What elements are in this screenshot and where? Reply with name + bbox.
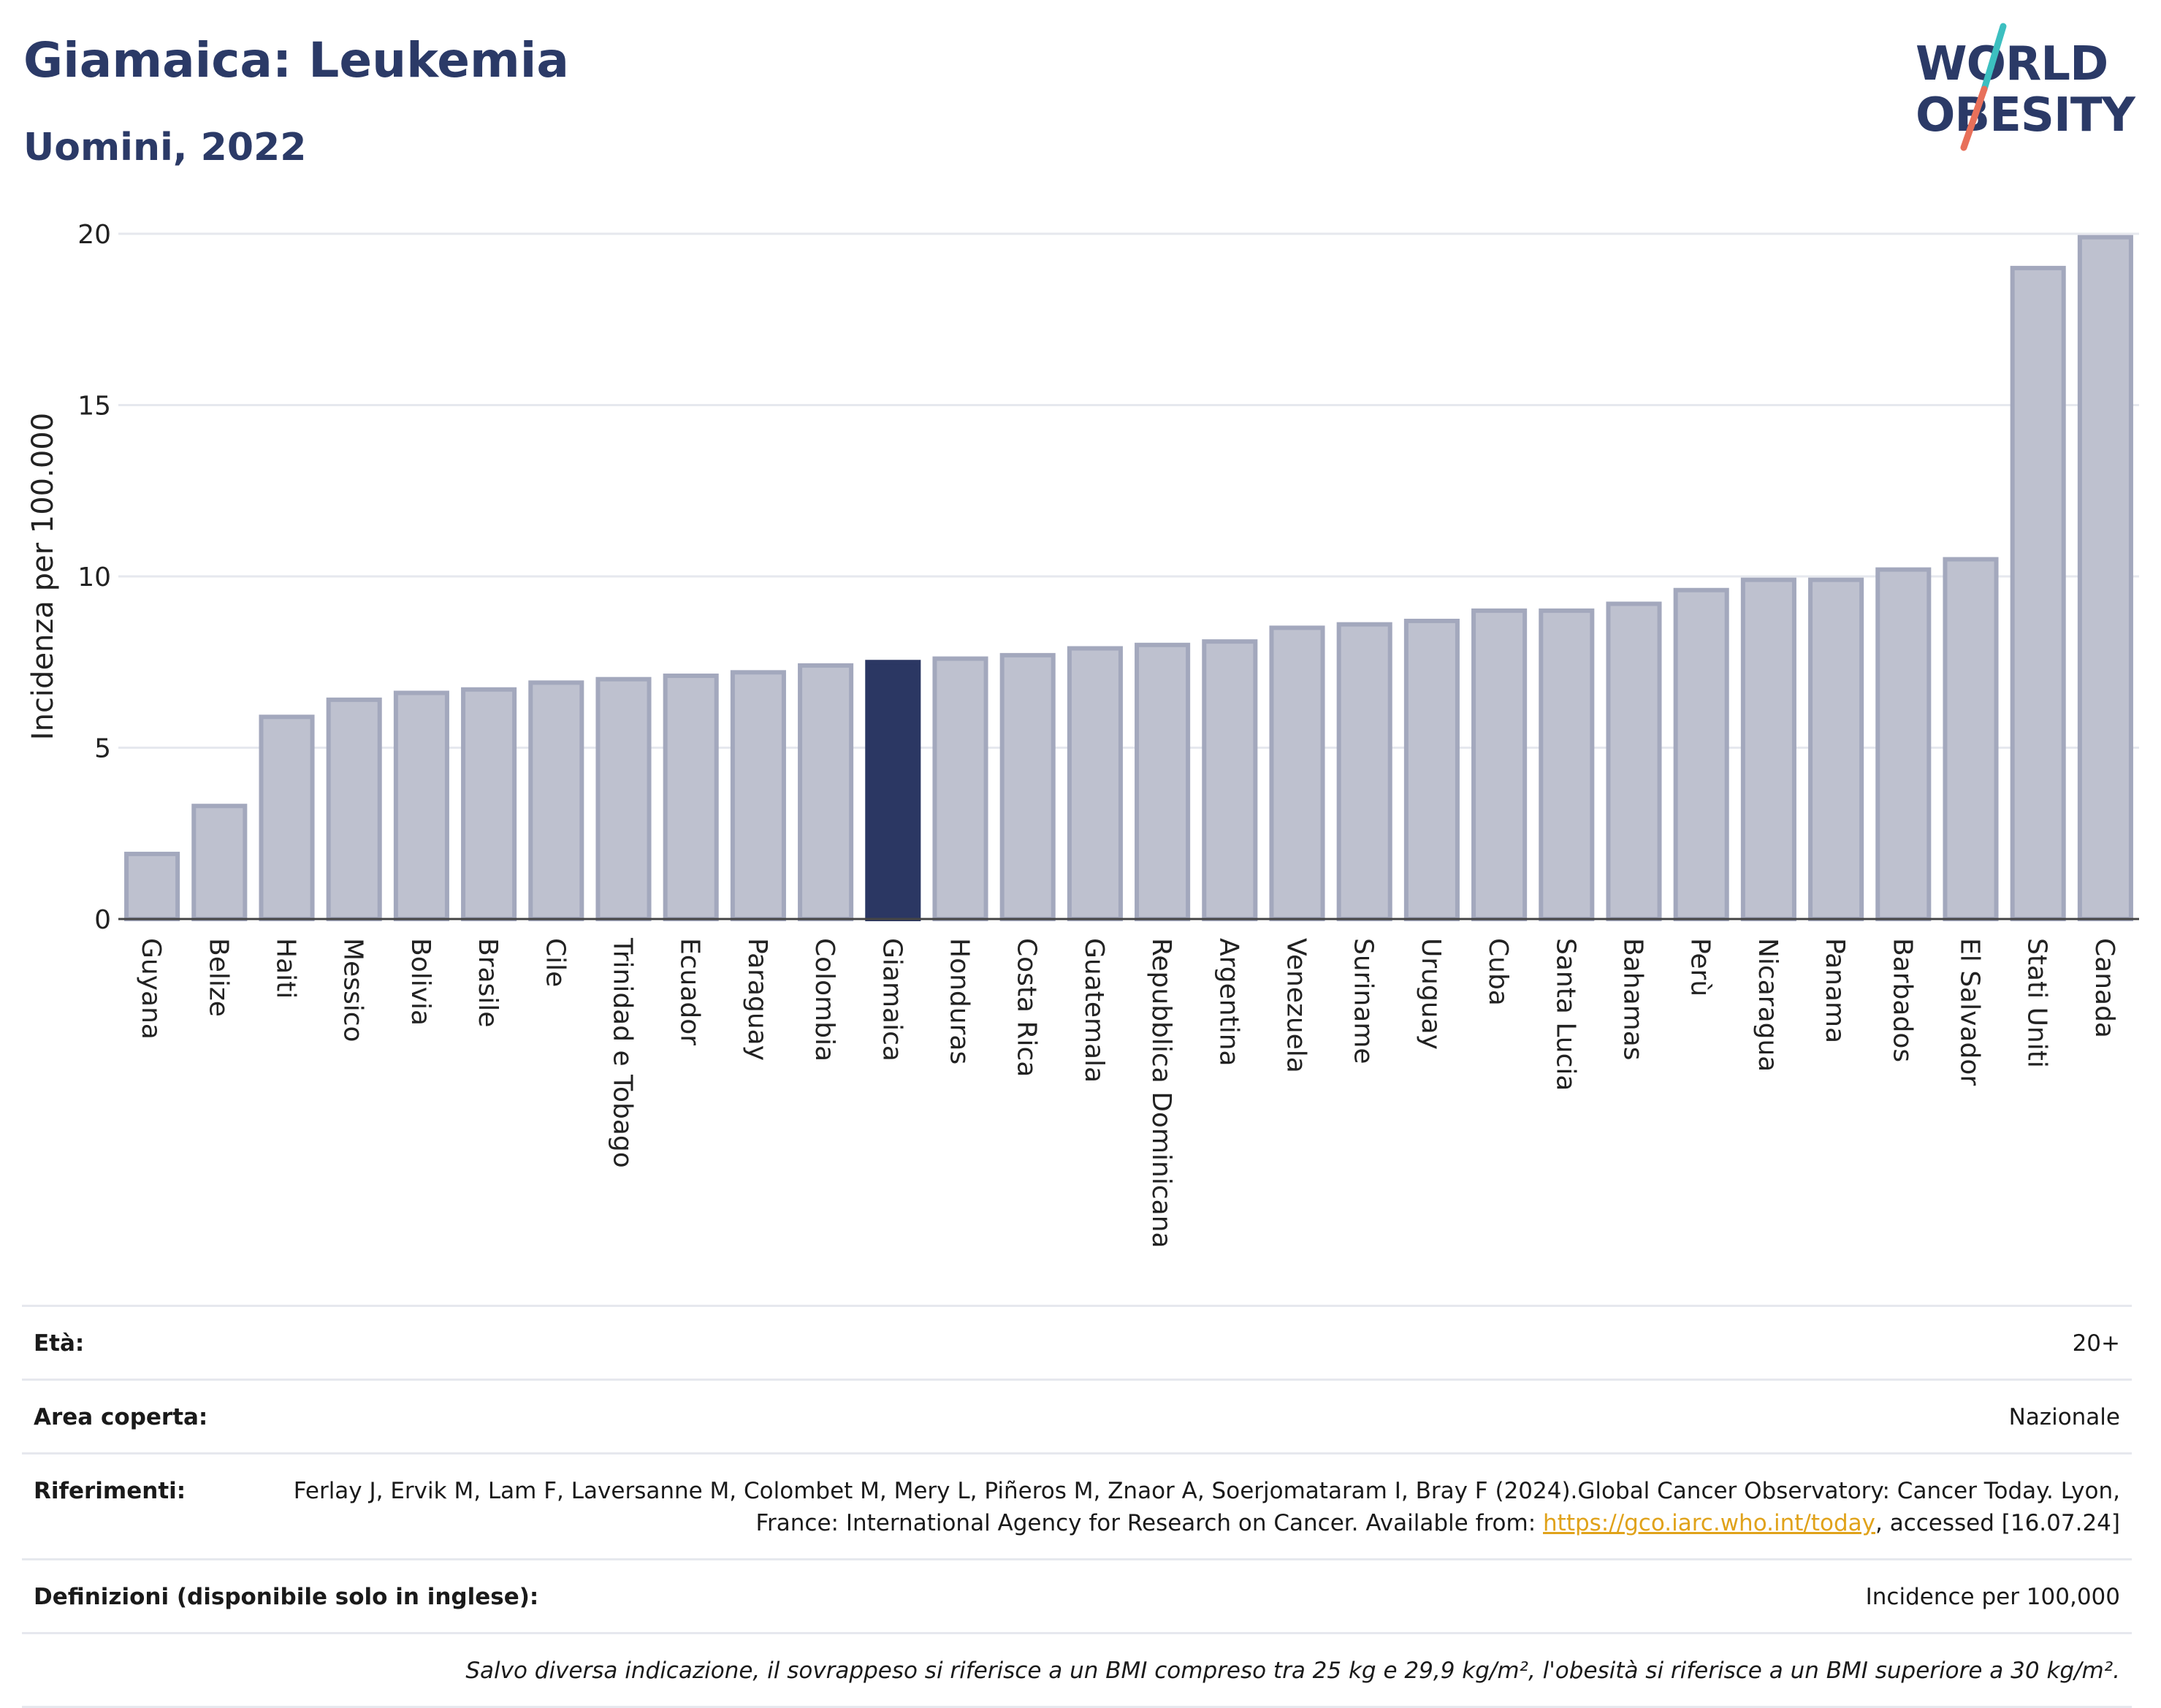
x-tick-label: Paraguay [742,938,772,1061]
footnote-text: Salvo diversa indicazione, il sovrappeso… [465,1658,2120,1684]
x-tick-label: Cile [540,938,570,987]
bar [1875,567,1932,921]
page-subtitle: Uomini, 2022 [23,126,307,169]
info-row-age: Età: 20+ [22,1305,2132,1379]
x-tick-label: Guyana [136,938,166,1040]
age-label: Età: [34,1330,85,1357]
x-tick-label: Barbados [1887,938,1917,1062]
definitions-label: Definizioni (disponibile solo in inglese… [34,1584,539,1610]
gridlines [118,232,2139,749]
x-tick-label: Messico [338,938,368,1042]
x-tick-label: Argentina [1213,938,1243,1067]
bar [1135,642,1191,921]
y-tick-labels: 0 5 10 15 20 [77,220,111,935]
info-row-note: Salvo diversa indicazione, il sovrappeso… [22,1632,2132,1708]
bar [798,663,854,921]
x-tick-label: Brasile [473,938,503,1027]
bar [1202,639,1258,921]
bar [932,656,988,921]
bar [1471,608,1528,922]
y-tick-label: 0 [94,905,111,935]
x-tick-label: Venezuela [1281,938,1311,1073]
bar [2077,235,2133,921]
y-tick-label: 10 [77,563,111,592]
page-title: Giamaica: Leukemia [23,32,569,88]
logo-text-line1: WORLD [1916,37,2108,91]
y-tick-label: 5 [94,734,111,764]
x-tick-label: Bahamas [1618,938,1648,1061]
bar [326,697,382,922]
x-tick-label: Colombia [809,938,839,1061]
info-row-area: Area coperta: Nazionale [22,1379,2132,1452]
x-tick-label: Stati Uniti [2022,938,2052,1068]
info-row-references: Riferimenti: Ferlay J, Ervik M, Lam F, L… [22,1452,2132,1558]
world-obesity-logo: WORLD OBESITY [1907,22,2148,153]
y-tick-label: 15 [77,392,111,422]
bar [999,652,1056,921]
references-link[interactable]: https://gco.iarc.who.int/today [1543,1510,1875,1536]
bar [393,690,449,922]
x-tick-label: Santa Lucia [1550,938,1580,1091]
y-axis-title: Incidenza per 100.000 [26,413,60,740]
x-tick-label: Ecuador [675,938,705,1045]
x-tick-label: Cuba [1483,938,1513,1006]
references-label: Riferimenti: [34,1478,186,1504]
references-text: Ferlay J, Ervik M, Lam F, Laversanne M, … [293,1478,2120,1536]
references-value: Ferlay J, Ervik M, Lam F, Laversanne M, … [229,1475,2120,1539]
bar [1403,618,1460,921]
bar [528,680,584,921]
logo-slash-icon [1960,23,2007,151]
x-tick-label: Haiti [271,938,301,999]
x-tick-label: Repubblica Dominicana [1146,938,1176,1248]
bar [1943,557,1999,921]
definitions-value: Incidence per 100,000 [1865,1584,2120,1610]
area-value: Nazionale [2008,1404,2120,1430]
x-tick-label: El Salvador [1955,938,1985,1086]
x-tick-label: Panama [1820,938,1850,1043]
bar [124,851,180,922]
x-tick-label: Giamaica [877,938,907,1061]
x-tick-label: Bolivia [405,938,435,1026]
x-tick-label: Canada [2089,938,2119,1038]
x-tick-label: Guatemala [1079,938,1109,1083]
x-tick-label: Nicaragua [1753,938,1783,1072]
y-tick-label: 20 [77,220,111,250]
x-tick-label: Perù [1685,938,1715,996]
age-value: 20+ [2072,1330,2120,1357]
x-tick-labels: Guyana Belize Haiti Messico Bolivia Brasile Ci… [136,937,2119,1248]
bar [1606,601,1662,922]
logo-text-line2: OBESITY [1916,88,2135,142]
x-tick-label: Suriname [1349,938,1379,1064]
bar [865,660,921,921]
bar [1673,587,1729,921]
bar [2010,265,2066,921]
area-label: Area coperta: [34,1404,208,1430]
info-table: Età: 20+ Area coperta: Nazionale Riferim… [22,1305,2132,1708]
x-tick-label: Belize [203,938,233,1017]
references-accessed: , accessed [16.07.24] [1875,1510,2120,1536]
bar [461,687,517,922]
bar [191,804,248,921]
bars [124,235,2133,922]
bar [730,670,786,921]
x-tick-label: Uruguay [1416,938,1446,1050]
bar [1808,577,1864,921]
info-row-definitions: Definizioni (disponibile solo in inglese… [22,1558,2132,1632]
bar [595,676,652,921]
bar [1336,622,1392,921]
bar-chart: 0 5 10 15 20 Guyana Belize Haiti Messico Bolivia… [26,220,2139,1248]
bar [1740,577,1796,921]
x-tick-label: Trinidad e Tobago [608,937,638,1168]
bar [259,714,315,921]
bar [1067,646,1123,921]
x-tick-label: Honduras [945,938,975,1064]
bar [663,674,719,921]
bar [1269,625,1325,921]
x-tick-label: Costa Rica [1012,938,1042,1077]
bar [1539,608,1595,922]
